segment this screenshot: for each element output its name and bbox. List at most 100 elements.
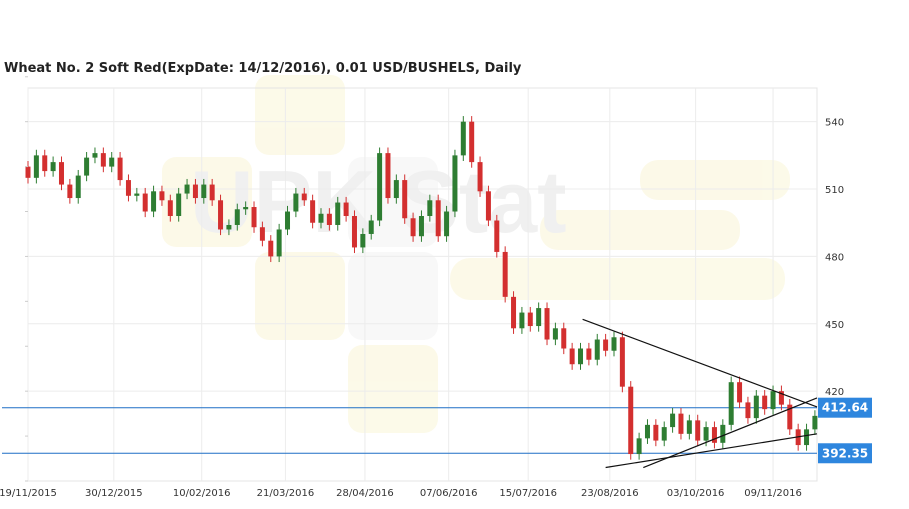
candle-body: [611, 337, 617, 351]
level-label: 392.35: [822, 446, 868, 460]
axes: 19/11/2015 30/12/2015 10/02/2016 21/03/2016…: [0, 76, 844, 499]
candle-body: [569, 348, 575, 365]
candle-body: [58, 162, 64, 185]
candle-body: [511, 296, 517, 329]
candle-body: [527, 312, 533, 327]
candle-body: [75, 175, 81, 199]
candle-body: [142, 193, 148, 212]
x-tick-label: 10/02/2016: [173, 488, 231, 499]
candle-body: [770, 391, 776, 410]
x-tick-label: 15/07/2016: [499, 488, 557, 499]
candle-body: [84, 157, 90, 176]
candle-body: [636, 438, 642, 455]
candle-body: [402, 180, 408, 219]
candle-body: [728, 382, 734, 425]
candle-body: [100, 153, 106, 167]
candle-body: [125, 180, 131, 196]
candle-body: [234, 209, 240, 225]
candle-body: [418, 216, 424, 237]
candle-body: [670, 413, 676, 428]
candle-body: [318, 213, 324, 223]
candle-body: [452, 155, 458, 212]
candle-body: [552, 328, 558, 340]
candle-body: [686, 420, 692, 434]
y-tick-label: 540: [825, 118, 844, 129]
candle-body: [134, 193, 140, 196]
candle-body: [50, 162, 56, 172]
candle-body: [151, 191, 157, 212]
candle-body: [678, 413, 684, 434]
x-tick-label: 09/11/2016: [744, 488, 802, 499]
candle-body: [812, 415, 818, 430]
y-tick-label: 450: [825, 320, 844, 331]
candle-body: [159, 191, 165, 201]
candle-body: [561, 328, 567, 349]
candle-body: [226, 224, 232, 230]
candle-body: [695, 420, 701, 441]
grid: [27, 87, 818, 482]
candle-body: [619, 337, 625, 387]
candle-body: [519, 312, 525, 329]
candle-body: [720, 424, 726, 443]
candle-body: [343, 202, 349, 217]
candle-body: [753, 395, 759, 419]
candle-body: [444, 211, 450, 237]
trendline: [605, 433, 818, 469]
candle-body: [427, 200, 433, 217]
candle-body: [628, 386, 634, 455]
candle-body: [469, 121, 475, 163]
candle-body: [167, 200, 173, 217]
candle-body: [393, 180, 399, 199]
candle-body: [804, 429, 810, 446]
candle-body: [335, 202, 341, 225]
candle-body: [410, 218, 416, 237]
candle-body: [109, 157, 115, 167]
candle-body: [745, 402, 751, 419]
candle-body: [536, 308, 542, 327]
level-label-box: [818, 443, 872, 464]
candle-body: [385, 153, 391, 199]
candle-body: [259, 227, 265, 241]
x-tick-label: 23/08/2016: [581, 488, 639, 499]
candle-body: [711, 427, 717, 443]
candle-body: [117, 157, 123, 181]
candle-body: [502, 251, 508, 297]
candle-body: [192, 184, 198, 199]
trendline: [643, 397, 818, 469]
candle-body: [360, 233, 366, 248]
x-tick-label: 21/03/2016: [257, 488, 315, 499]
candle-body: [586, 348, 592, 360]
candle-body: [209, 184, 215, 201]
y-tick-label: 510: [825, 185, 844, 196]
trendlines: [582, 318, 818, 469]
candle-body: [310, 200, 316, 223]
y-tick-label: 420: [825, 387, 844, 398]
x-tick-label: 03/10/2016: [667, 488, 725, 499]
candle-body: [285, 211, 291, 230]
candle-body: [578, 348, 584, 365]
candle-body: [184, 184, 190, 194]
candle-body: [268, 240, 274, 257]
x-tick-label: 30/12/2015: [85, 488, 143, 499]
horizontal-levels: 412.64 392.35: [2, 397, 872, 464]
candle-body: [435, 200, 441, 237]
candle-body: [351, 216, 357, 248]
candle-body: [176, 193, 182, 217]
chart-title: Wheat No. 2 Soft Red(ExpDate: 14/12/2016…: [4, 61, 522, 76]
candle-body: [243, 207, 249, 210]
candle-body: [42, 155, 48, 172]
x-tick-label: 07/06/2016: [420, 488, 478, 499]
candle-body: [326, 213, 332, 225]
candle-body: [251, 207, 257, 228]
candle-body: [603, 339, 609, 351]
candle-body: [368, 220, 374, 234]
level-label: 412.64: [822, 401, 868, 415]
y-tick-label: 480: [825, 252, 844, 263]
candle-body: [762, 395, 768, 410]
candle-body: [201, 184, 207, 199]
x-tick-label: 19/11/2015: [0, 488, 57, 499]
x-tick-label: 28/04/2016: [336, 488, 394, 499]
candle-body: [737, 382, 743, 403]
candle-body: [494, 220, 500, 252]
